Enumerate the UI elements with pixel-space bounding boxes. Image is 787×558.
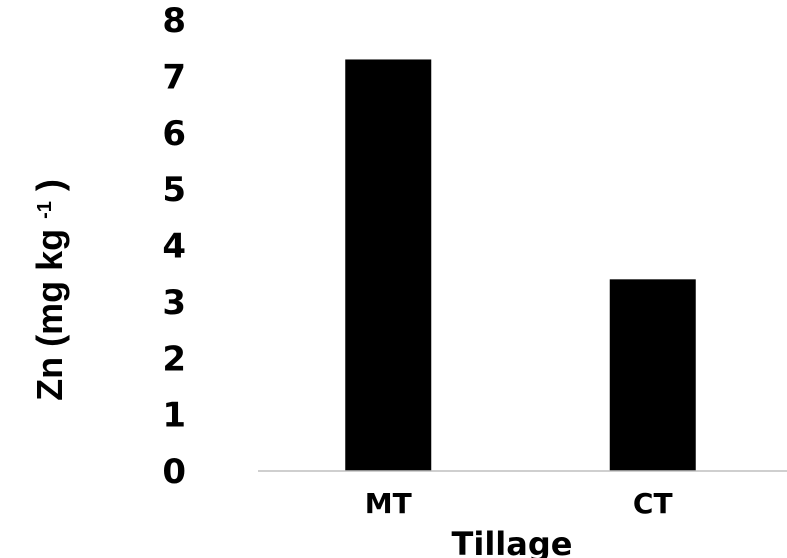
bar-mt (345, 59, 432, 472)
y-axis-title-main: Zn (mg kg (29, 229, 70, 401)
bars (345, 59, 696, 472)
bar-ct (609, 279, 696, 471)
y-tick-label: 6 (162, 114, 186, 154)
y-axis-ticks: 0 1 2 3 4 5 6 7 8 (162, 1, 186, 492)
y-axis-title-close: ) (29, 179, 70, 191)
y-tick-label: 1 (162, 396, 186, 436)
x-axis-category-labels: MT CT (365, 487, 673, 520)
y-tick-label: 2 (162, 339, 186, 379)
y-tick-label: 5 (162, 170, 186, 210)
x-axis-title: Tillage (452, 525, 573, 558)
y-tick-label: 8 (162, 1, 186, 41)
x-category-label: MT (365, 487, 412, 520)
x-category-label: CT (633, 487, 673, 520)
y-axis-title: Zn (mg kg -1 ) (29, 179, 70, 401)
y-tick-label: 0 (162, 452, 186, 492)
y-tick-label: 4 (162, 227, 186, 267)
y-axis-title-superscript: -1 (34, 201, 56, 219)
y-tick-label: 7 (162, 57, 186, 97)
y-tick-label: 3 (162, 283, 186, 323)
